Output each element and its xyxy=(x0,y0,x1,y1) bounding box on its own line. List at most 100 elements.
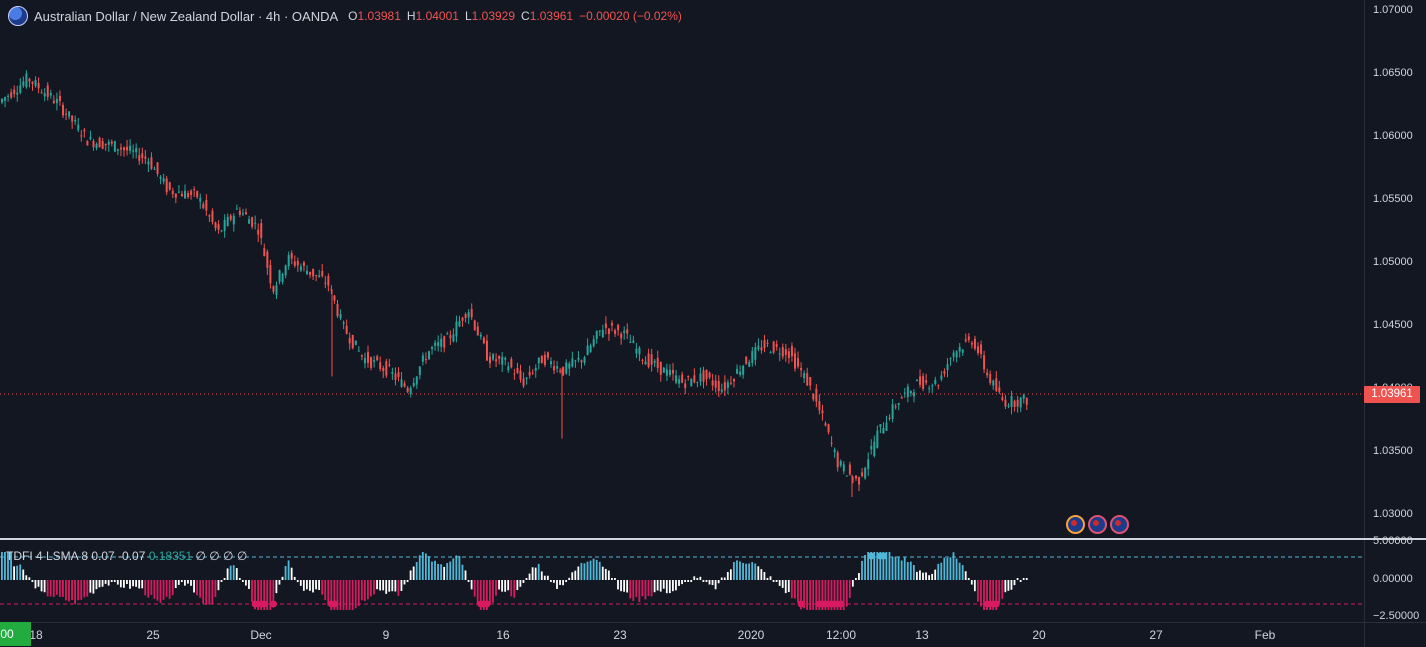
candle-body xyxy=(52,100,55,104)
histogram-bar xyxy=(278,580,281,585)
candle-body xyxy=(461,317,464,321)
histogram-bar xyxy=(775,580,778,582)
histogram-bar xyxy=(4,552,6,580)
candle-body xyxy=(781,347,784,357)
histogram-bar xyxy=(342,580,345,610)
histogram-bar xyxy=(693,576,696,580)
histogram-bar xyxy=(678,580,680,586)
histogram-bar xyxy=(964,571,967,580)
candle-body xyxy=(970,342,973,345)
candle-body xyxy=(803,373,806,379)
candle-body xyxy=(65,113,68,115)
histogram-bar xyxy=(77,580,80,601)
candle-body xyxy=(983,355,986,370)
histogram-bar xyxy=(897,556,900,580)
event-flag-icon[interactable] xyxy=(1088,515,1107,534)
candle-body xyxy=(428,351,430,360)
candle-body xyxy=(80,135,83,137)
histogram-bar xyxy=(232,565,235,580)
histogram-bar xyxy=(797,580,799,603)
candle-body xyxy=(705,369,708,380)
candle-body xyxy=(592,339,595,347)
candle-body xyxy=(595,330,598,340)
candle-body xyxy=(217,224,220,230)
candle-body xyxy=(1001,397,1004,401)
candle-body xyxy=(604,323,607,328)
tdfi-indicator-pane[interactable] xyxy=(0,540,1364,622)
candle-body xyxy=(107,141,110,145)
candle-body xyxy=(123,147,125,151)
signal-dot xyxy=(251,600,259,608)
candle-body xyxy=(58,95,61,102)
histogram-bar xyxy=(650,580,653,597)
price-chart[interactable] xyxy=(0,0,1364,538)
candle-body xyxy=(909,391,912,394)
histogram-bar xyxy=(141,580,144,589)
histogram-bar xyxy=(534,567,537,580)
candle-body xyxy=(534,367,537,371)
candle-body xyxy=(760,347,763,351)
candle-body xyxy=(302,262,305,266)
histogram-bar xyxy=(174,580,177,588)
candle-body xyxy=(629,342,632,344)
candle-body xyxy=(464,314,467,318)
symbol-title[interactable]: Australian Dollar / New Zealand Dollar ·… xyxy=(34,8,339,24)
candle-body xyxy=(1013,400,1016,408)
price-axis[interactable]: 1.07000 1.06500 1.06000 1.05500 1.05000 … xyxy=(1364,0,1426,538)
histogram-bar xyxy=(312,580,314,593)
candle-body xyxy=(632,340,635,343)
candle-body xyxy=(729,382,732,384)
histogram-bar xyxy=(354,580,357,609)
candle-body xyxy=(324,282,327,284)
indicator-extra: ∅ ∅ ∅ ∅ xyxy=(195,549,248,563)
histogram-bar xyxy=(501,580,503,592)
candlestick-series xyxy=(1,70,1028,497)
histogram-bar xyxy=(861,560,863,580)
histogram-bar xyxy=(220,580,223,582)
histogram-bar xyxy=(760,569,763,580)
low-label: L xyxy=(464,9,472,23)
candle-body xyxy=(327,276,330,286)
histogram-bar xyxy=(400,580,403,591)
candle-body xyxy=(184,190,186,199)
candle-body xyxy=(714,380,717,388)
candle-body xyxy=(28,78,31,82)
pane-separator[interactable] xyxy=(0,538,1426,540)
price-tick: 1.06500 xyxy=(1373,67,1413,79)
histogram-bar xyxy=(763,572,766,580)
candle-body xyxy=(525,377,528,379)
event-flag-icon[interactable] xyxy=(1066,515,1085,534)
event-flag-icon[interactable] xyxy=(1110,515,1129,534)
time-axis[interactable]: 18 25 Dec 9 16 23 2020 12:00 13 20 27 Fe… xyxy=(0,622,1364,647)
candle-body xyxy=(586,345,589,356)
histogram-bar xyxy=(421,552,424,580)
histogram-bar xyxy=(919,570,921,580)
histogram-bar xyxy=(998,580,1001,603)
candle-body xyxy=(690,378,693,387)
candle-body xyxy=(190,190,193,195)
candle-body xyxy=(138,155,141,161)
histogram-bar xyxy=(306,580,308,590)
indicator-legend[interactable]: TDFI 4 LSMA 8 0.07 -0.07 0.18351 ∅ ∅ ∅ ∅ xyxy=(6,549,247,563)
candle-body xyxy=(611,323,613,326)
histogram-bar xyxy=(702,580,705,582)
candle-body xyxy=(998,387,1001,392)
indicator-axis[interactable]: 5.00000 0.00000 −2.50000 xyxy=(1364,535,1426,622)
candle-body xyxy=(1022,394,1025,399)
candle-body xyxy=(739,371,742,375)
candle-body xyxy=(31,81,34,84)
candle-body xyxy=(360,355,363,357)
histogram-bar xyxy=(675,580,677,591)
candle-body xyxy=(867,459,870,469)
signal-dot xyxy=(483,600,491,608)
candle-body xyxy=(977,346,979,354)
histogram-bar xyxy=(815,580,818,610)
histogram-bar xyxy=(455,555,458,580)
candle-body xyxy=(543,354,546,365)
histogram-bar xyxy=(662,580,665,589)
candle-body xyxy=(614,330,617,334)
symbol-legend[interactable]: Australian Dollar / New Zealand Dollar ·… xyxy=(8,6,688,26)
histogram-bar xyxy=(412,566,415,580)
candle-body xyxy=(665,369,668,376)
candle-body xyxy=(949,358,952,360)
